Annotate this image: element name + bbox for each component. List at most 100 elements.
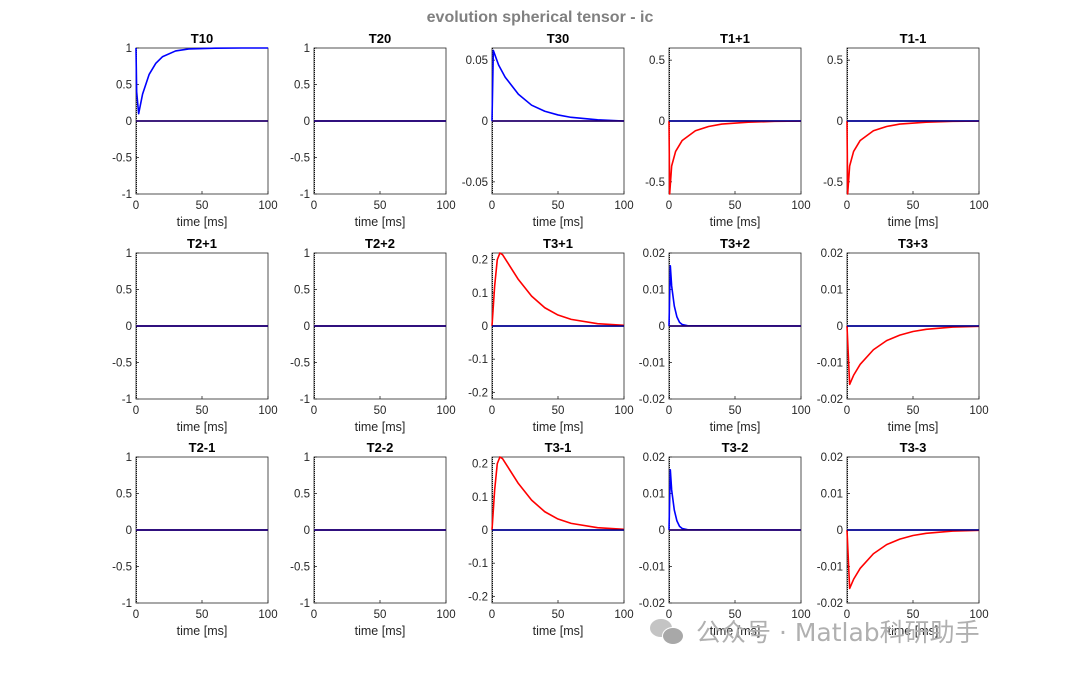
y-tick-label: 0 <box>126 116 132 128</box>
y-tick-label: 0 <box>837 321 843 333</box>
x-tick-label: 100 <box>969 609 988 621</box>
watermark: 公众号 · Matlab科研助手 <box>650 614 980 648</box>
series-red-line <box>846 120 980 195</box>
y-tick-label: -0.01 <box>639 358 665 370</box>
subplot: T3+3 -0.02 -0.01 0 0.01 0.02 0 50 100 time [ms] <box>817 236 989 434</box>
series-red-line <box>491 456 625 531</box>
y-tick-label: 0 <box>659 525 665 537</box>
x-tick-label: 100 <box>258 200 277 212</box>
x-axis-label: time [ms] <box>710 215 761 229</box>
figure-title: evolution spherical tensor - ic <box>426 9 654 26</box>
x-tick-label: 100 <box>614 405 633 417</box>
x-tick-label: 0 <box>133 609 139 621</box>
x-tick-label: 0 <box>133 405 139 417</box>
y-tick-label: 0.01 <box>643 285 665 297</box>
x-tick-label: 50 <box>552 609 565 621</box>
x-tick-label: 0 <box>311 200 317 212</box>
y-tick-label: 0.5 <box>294 80 310 92</box>
x-axis-label: time [ms] <box>888 624 939 638</box>
y-tick-label: 0.01 <box>821 285 843 297</box>
watermark-text: 公众号 · Matlab科研助手 <box>696 618 980 647</box>
y-tick-label: -0.01 <box>817 562 843 574</box>
y-tick-label: 1 <box>304 43 310 55</box>
series-red-line <box>846 529 980 590</box>
x-tick-label: 0 <box>844 609 850 621</box>
y-tick-label: 0.02 <box>821 248 843 260</box>
y-tick-label: -0.05 <box>462 177 488 189</box>
x-tick-label: 50 <box>552 200 565 212</box>
y-tick-label: 0 <box>482 116 488 128</box>
y-tick-label: 1 <box>126 43 132 55</box>
x-tick-label: 50 <box>552 405 565 417</box>
series-red-line <box>491 252 625 327</box>
x-tick-label: 0 <box>489 609 495 621</box>
subplot: T3-2 -0.02 -0.01 0 0.01 0.02 0 50 100 time [ms] <box>639 440 811 638</box>
x-tick-label: 0 <box>311 405 317 417</box>
y-tick-label: 0.1 <box>472 492 488 504</box>
subplot: T2-1 -1 -0.5 0 0.5 1 0 50 100 time [ms] <box>112 440 277 638</box>
subplot-title: T1-1 <box>900 31 927 46</box>
x-axis-label: time [ms] <box>533 624 584 638</box>
subplot: T3+2 -0.02 -0.01 0 0.01 0.02 0 50 100 time [ms] <box>639 236 811 434</box>
x-tick-label: 0 <box>489 200 495 212</box>
y-tick-label: -0.1 <box>468 558 488 570</box>
y-tick-label: 1 <box>126 452 132 464</box>
y-tick-label: -0.01 <box>639 562 665 574</box>
x-tick-label: 50 <box>907 200 920 212</box>
x-tick-label: 100 <box>614 200 633 212</box>
x-tick-label: 0 <box>133 200 139 212</box>
subplot-title: T3+1 <box>543 236 573 251</box>
y-tick-label: 0.01 <box>643 489 665 501</box>
subplot-title: T3-3 <box>900 440 927 455</box>
y-tick-label: 0.01 <box>821 489 843 501</box>
x-axis-label: time [ms] <box>355 624 406 638</box>
x-tick-label: 100 <box>969 200 988 212</box>
x-axis-label: time [ms] <box>533 420 584 434</box>
x-axis-label: time [ms] <box>710 624 761 638</box>
x-tick-label: 50 <box>374 200 387 212</box>
x-tick-label: 50 <box>374 609 387 621</box>
subplot: T10 -1 -0.5 0 0.5 1 0 50 100 time [ms] <box>112 31 277 229</box>
y-tick-label: -0.5 <box>645 177 665 189</box>
x-tick-label: 100 <box>436 405 455 417</box>
y-tick-label: -0.02 <box>639 394 665 406</box>
y-tick-label: 0.5 <box>649 55 665 67</box>
subplot: T2+1 -1 -0.5 0 0.5 1 0 50 100 time [ms] <box>112 236 277 434</box>
y-tick-label: 0.5 <box>294 285 310 297</box>
y-tick-label: 0.02 <box>643 452 665 464</box>
x-tick-label: 0 <box>844 200 850 212</box>
subplot-title: T2-1 <box>189 440 216 455</box>
y-tick-label: -0.1 <box>468 354 488 366</box>
y-tick-label: -0.5 <box>823 177 843 189</box>
subplot-title: T3+2 <box>720 236 750 251</box>
x-tick-label: 100 <box>436 609 455 621</box>
y-tick-label: 0 <box>304 116 310 128</box>
x-tick-label: 50 <box>907 609 920 621</box>
series-red-line <box>846 325 980 386</box>
subplot: T3-3 -0.02 -0.01 0 0.01 0.02 0 50 100 time [ms] <box>817 440 989 638</box>
x-tick-label: 50 <box>196 405 209 417</box>
x-tick-label: 100 <box>614 609 633 621</box>
y-tick-label: 0.05 <box>466 55 488 67</box>
subplot-title: T30 <box>547 31 569 46</box>
y-tick-label: -0.5 <box>112 562 132 574</box>
y-tick-label: 0 <box>126 525 132 537</box>
subplot-title: T10 <box>191 31 213 46</box>
y-tick-label: -0.5 <box>290 562 310 574</box>
subplot: T2-2 -1 -0.5 0 0.5 1 0 50 100 time [ms] <box>290 440 455 638</box>
y-tick-label: 0.5 <box>116 489 132 501</box>
y-tick-label: 0.2 <box>472 255 488 267</box>
series-blue-line <box>491 49 625 122</box>
y-tick-label: 0 <box>659 116 665 128</box>
x-tick-label: 0 <box>666 405 672 417</box>
x-tick-label: 50 <box>907 405 920 417</box>
y-tick-label: 0 <box>837 525 843 537</box>
x-axis-label: time [ms] <box>710 420 761 434</box>
x-tick-label: 0 <box>311 609 317 621</box>
x-tick-label: 100 <box>791 609 810 621</box>
subplot-title: T3+3 <box>898 236 928 251</box>
y-tick-label: -1 <box>122 598 132 610</box>
subplot-title: T20 <box>369 31 391 46</box>
